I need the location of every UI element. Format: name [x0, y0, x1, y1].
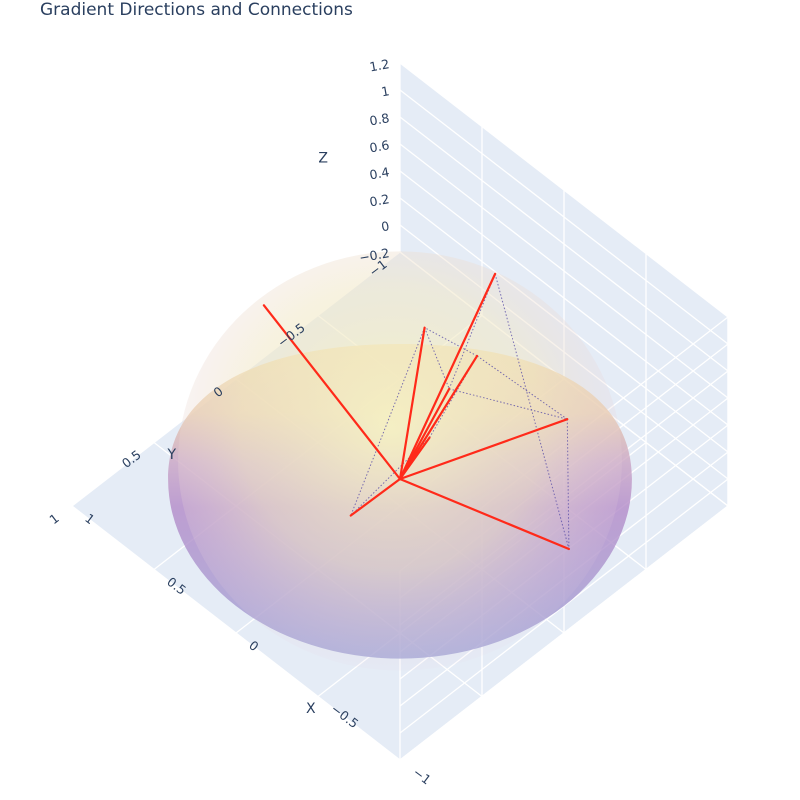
gradient-vector-6[interactable]: [398, 272, 497, 481]
hemisphere-highlight: [178, 251, 622, 671]
z-tick-label: 0.4: [368, 164, 390, 182]
connection-line: [566, 419, 570, 549]
grid-line: [399, 89, 729, 345]
x-axis-label: X: [306, 701, 316, 717]
grid-line: [399, 170, 729, 426]
z-tick-label: 0: [380, 218, 390, 234]
connection-line: [476, 355, 568, 420]
chart-title: Gradient Directions and Connections: [40, 0, 353, 20]
z-tick-label: 0.6: [368, 137, 390, 155]
gradient-vector-4[interactable]: [349, 477, 402, 517]
y-axis-label: Y: [166, 447, 176, 463]
gradient-vector-0[interactable]: [398, 326, 426, 481]
gradient-vector-8[interactable]: [398, 354, 479, 481]
connection-line: [424, 327, 478, 357]
z-axis-label: Z: [318, 151, 328, 167]
y-tick-label: 1: [46, 510, 61, 527]
grid-line: [399, 505, 729, 761]
gradient-vector-3[interactable]: [398, 477, 571, 551]
gradient-vector-2[interactable]: [398, 418, 569, 481]
z-tick-label: 1: [380, 83, 390, 99]
connection-line: [449, 388, 568, 420]
grid-line: [399, 116, 729, 372]
z-tick-label: 1.2: [368, 56, 390, 74]
z-tick-label: −0.2: [358, 245, 391, 265]
z-tick-label: 0.8: [368, 110, 390, 128]
connection-line: [350, 327, 426, 516]
grid-line: [399, 143, 729, 399]
x-tick-label: −1: [410, 764, 434, 787]
grid-line: [399, 62, 729, 318]
z-tick-label: 0.2: [368, 191, 390, 209]
grid-line: [71, 505, 401, 761]
connection-line: [424, 327, 450, 390]
gradient-vector-7[interactable]: [262, 304, 402, 481]
